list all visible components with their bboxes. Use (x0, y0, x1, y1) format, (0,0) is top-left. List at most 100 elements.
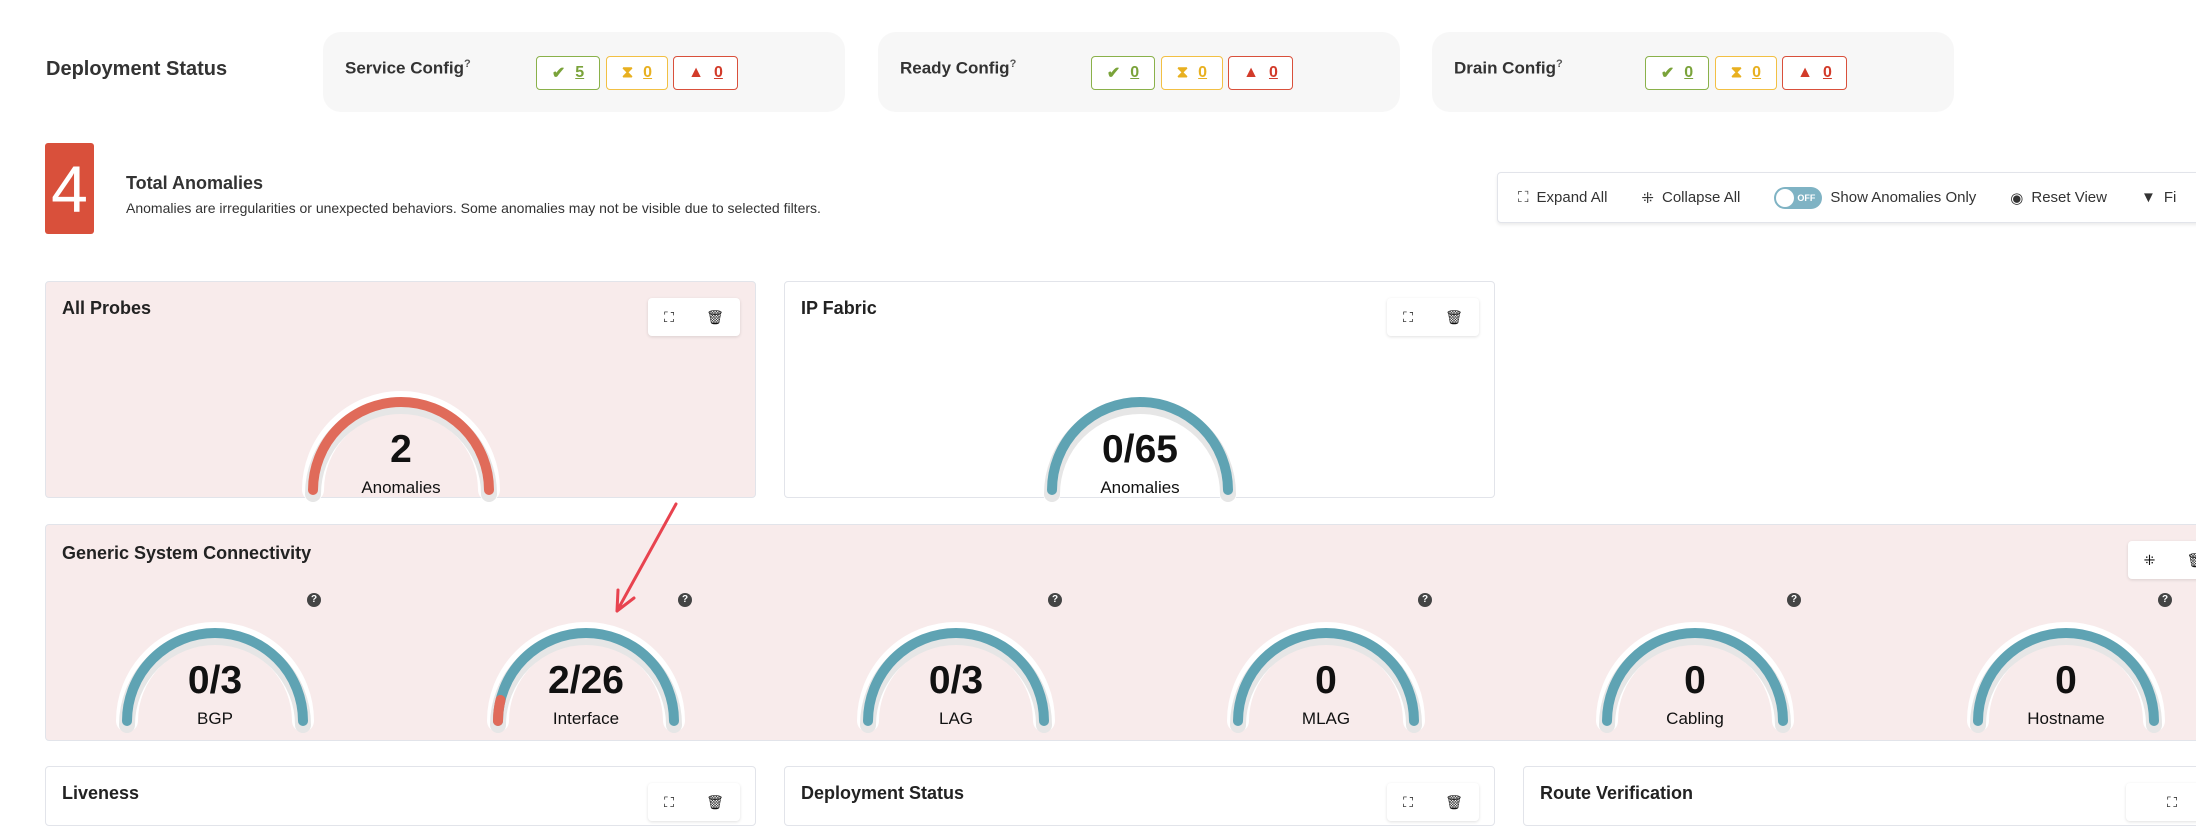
gauge-value: 0 (1684, 659, 1706, 702)
error-badge[interactable]: ▲ 0 (673, 56, 738, 90)
gauge-value: 0/3 (187, 659, 243, 702)
card-title: Liveness (62, 783, 140, 803)
toggle-state: OFF (1797, 192, 1816, 203)
card-actions: ⛶ 🗑 (1387, 783, 1479, 821)
filter-label: Fi (2163, 189, 2177, 206)
help-icon[interactable]: ? (307, 593, 321, 607)
expand-icon[interactable]: ⛶ (664, 793, 674, 810)
filter-button[interactable]: ▼ Fi (2141, 189, 2176, 206)
card-ip-fabric: IP Fabric ⛶ 🗑 0/65 Anomalies (784, 281, 1495, 502)
show-anomalies-only-toggle[interactable]: OFF Show Anomalies Only (1774, 186, 1977, 209)
ok-badge[interactable]: ✔ 0 (1091, 56, 1155, 90)
config-card: Ready Config? ✔ 0 ⧗ 0 ▲ 0 (878, 32, 1400, 112)
collapse-all-button[interactable]: ⁜ Collapse All (1641, 189, 1740, 207)
gauge-label: Anomalies (1100, 478, 1180, 497)
gauge-arc (493, 628, 679, 726)
warning-icon: ▲ (1243, 64, 1259, 81)
gauge-arc (308, 397, 494, 495)
deployment-status-label: Deployment Status (46, 58, 228, 80)
gauge-label: MLAG (1301, 709, 1351, 728)
gauge-label: LAG (938, 709, 974, 728)
gauge-arc (1602, 628, 1788, 726)
help-icon[interactable]: ? (678, 593, 692, 607)
gauge-value: 0 (2055, 659, 2077, 702)
show-anomalies-only-label: Show Anomalies Only (1830, 189, 1977, 206)
filter-icon: ▼ (2140, 189, 2156, 206)
pending-badge[interactable]: ⧗ 0 (1715, 56, 1777, 90)
gauge-label: Interface (552, 709, 620, 728)
config-title: Ready Config? (900, 58, 1017, 78)
ok-badge[interactable]: ✔ 0 (1645, 56, 1709, 90)
error-badge[interactable]: ▲ 0 (1228, 56, 1293, 90)
config-card: Drain Config? ✔ 0 ⧗ 0 ▲ 0 (1432, 32, 1954, 112)
gauge-arc (1047, 397, 1233, 495)
collapse-icon: ⁜ (1641, 189, 1654, 207)
config-title: Service Config? (345, 58, 471, 78)
gauge-mlag[interactable]: 0 MLAG (1216, 603, 1436, 753)
gauge-arc (863, 628, 1049, 726)
error-badge[interactable]: ▲ 0 (1782, 56, 1847, 90)
collapse-all-label: Collapse All (1661, 189, 1741, 206)
help-icon[interactable]: ? (1556, 58, 1563, 70)
card-deployment-status: Deployment Status ⛶ 🗑 (784, 766, 1495, 826)
toggle-switch[interactable]: OFF (1774, 186, 1823, 209)
pending-badge[interactable]: ⧗ 0 (606, 56, 668, 90)
trash-icon[interactable]: 🗑 (1445, 308, 1463, 325)
gauge-value: 0/3 (928, 659, 984, 702)
help-icon[interactable]: ? (1048, 593, 1062, 607)
gauge-bgp[interactable]: 0/3 BGP (105, 603, 325, 753)
gauge-label: Anomalies (361, 478, 441, 497)
gauge-cabling[interactable]: 0 Cabling (1585, 603, 1805, 753)
card-title: Route Verification (1540, 783, 1694, 803)
card-title: Generic System Connectivity (62, 543, 312, 563)
help-icon[interactable]: ? (2158, 593, 2172, 607)
gauge-all-probes[interactable]: 2 Anomalies (291, 372, 511, 522)
warning-icon: ▲ (1797, 64, 1813, 81)
help-icon[interactable]: ? (1009, 58, 1017, 70)
view-toolbar: ⛶ Expand All ⁜ Collapse All OFF Show Anomal… (1497, 172, 2196, 223)
help-icon[interactable]: ? (1787, 593, 1801, 607)
expand-all-label: Expand All (1536, 189, 1608, 206)
expand-icon[interactable]: ⛶ (2167, 793, 2177, 810)
card-liveness: Liveness ⛶ 🗑 (45, 766, 756, 826)
card-generic-system-connectivity: Generic System Connectivity ⁜ 🗑 0/3 BGP? 2… (45, 524, 2196, 741)
check-icon: ✔ (1660, 65, 1675, 82)
check-icon: ✔ (551, 65, 566, 82)
card-title: All Probes (62, 298, 152, 318)
reset-view-label: Reset View (2031, 189, 2107, 206)
ok-badge[interactable]: ✔ 5 (536, 56, 600, 90)
trash-icon[interactable]: 🗑 (706, 308, 724, 325)
gauge-arc (1233, 628, 1419, 726)
gauge-interface[interactable]: 2/26 Interface (476, 603, 696, 753)
total-anomalies-title: Total Anomalies (126, 173, 264, 193)
help-icon[interactable]: ? (1418, 593, 1432, 607)
card-title: Deployment Status (801, 783, 965, 803)
trash-icon[interactable]: 🗑 (2186, 551, 2196, 568)
gauge-label: Cabling (1666, 709, 1724, 728)
gauge-value: 0 (1315, 659, 1337, 702)
trash-icon[interactable]: 🗑 (1445, 793, 1463, 810)
collapse-icon[interactable]: ⁜ (2143, 551, 2156, 568)
expand-icon: ⛶ (1518, 189, 1529, 206)
hourglass-icon: ⧗ (1176, 64, 1189, 81)
expand-icon[interactable]: ⛶ (1403, 308, 1413, 325)
total-anomalies-description: Anomalies are irregularities or unexpect… (126, 200, 821, 216)
card-actions: ⛶ 🗑 (648, 783, 740, 821)
expand-all-button[interactable]: ⛶ Expand All (1518, 189, 1607, 206)
card-all-probes: All Probes ⛶ 🗑 2 Anomalies (45, 281, 756, 502)
gauge-value: 2 (390, 428, 412, 471)
total-anomalies-count: 4 (45, 143, 94, 234)
gauge-label: BGP (197, 709, 233, 728)
reset-view-button[interactable]: ◉ Reset View (2010, 189, 2107, 207)
expand-icon[interactable]: ⛶ (664, 308, 674, 325)
gauge-ip-fabric[interactable]: 0/65 Anomalies (1030, 372, 1250, 522)
pending-badge[interactable]: ⧗ 0 (1161, 56, 1223, 90)
card-actions: ⛶ 🗑 (648, 298, 740, 336)
trash-icon[interactable]: 🗑 (706, 793, 724, 810)
card-actions: ⁜ 🗑 (2128, 541, 2196, 579)
gauge-hostname[interactable]: 0 Hostname (1956, 603, 2176, 753)
eye-icon: ◉ (2010, 189, 2024, 207)
expand-icon[interactable]: ⛶ (1403, 793, 1413, 810)
gauge-lag[interactable]: 0/3 LAG (846, 603, 1066, 753)
help-icon[interactable]: ? (464, 58, 471, 70)
